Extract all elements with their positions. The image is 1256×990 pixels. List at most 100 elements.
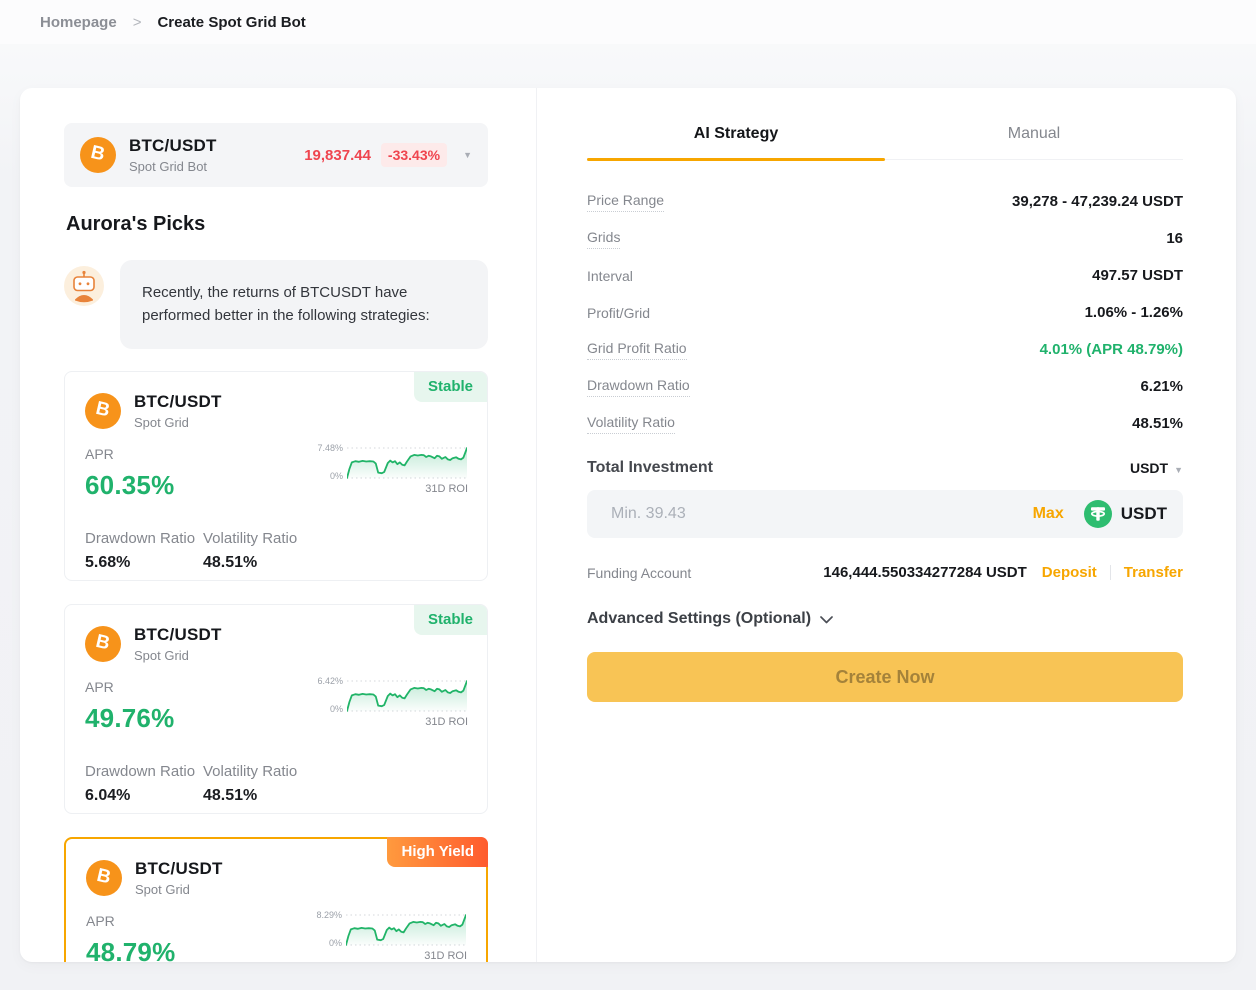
breadcrumb: Homepage > Create Spot Grid Bot [0, 0, 1256, 44]
card-pair: BTC/USDT [135, 858, 223, 878]
breadcrumb-home-link[interactable]: Homepage [40, 13, 117, 31]
pair-subtitle: Spot Grid Bot [129, 159, 208, 174]
tab-ai-strategy[interactable]: AI Strategy [587, 120, 885, 161]
drawdown-label: Drawdown Ratio [85, 762, 196, 780]
volatility-ratio-label[interactable]: Volatility Ratio [587, 414, 675, 434]
apr-value: 49.76% [85, 702, 175, 733]
strategy-tabs: AI Strategy Manual [587, 120, 1183, 161]
spark-max-label: 8.29% [316, 909, 342, 920]
strategy-card-stable-2[interactable]: Stable B BTC/USDT Spot Grid APR 49.76% 6… [64, 603, 488, 814]
strategy-card-stable-1[interactable]: Stable B BTC/USDT Spot Grid APR 60.35% 7… [64, 370, 488, 581]
spark-caption: 31D ROI [425, 715, 468, 728]
strategy-card-high-yield[interactable]: High Yield B BTC/USDT Spot Grid APR 48.7… [64, 836, 488, 963]
currency-value: USDT [1129, 460, 1169, 476]
price-change-badge: -33.43% [380, 143, 448, 167]
spark-caption: 31D ROI [424, 949, 467, 962]
transfer-link[interactable]: Transfer [1123, 564, 1183, 581]
tab-manual[interactable]: Manual [1007, 125, 1061, 142]
spark-zero-label: 0% [328, 937, 342, 948]
profit-grid-value: 1.06% - 1.26% [1084, 304, 1183, 321]
param-row-profit-grid: Profit/Grid 1.06% - 1.26% [587, 294, 1183, 331]
total-investment-label: Total Investment [587, 459, 713, 476]
param-row-drawdown-ratio: Drawdown Ratio 6.21% [587, 368, 1183, 405]
investment-input-box: Max USDT [587, 490, 1183, 538]
price-range-label[interactable]: Price Range [587, 192, 665, 212]
currency-dropdown[interactable]: USDT ▼ [1130, 460, 1183, 476]
apr-value: 48.79% [86, 936, 176, 963]
apr-value: 60.35% [85, 469, 175, 500]
price-range-value: 39,278 - 47,239.24 USDT [1012, 193, 1183, 210]
pair-names: BTC/USDT Spot Grid Bot [129, 136, 217, 174]
funding-account-label: Funding Account [587, 564, 692, 581]
spark-zero-label: 0% [329, 470, 343, 481]
roi-sparkline-chart: 7.48% 0% 31D ROI [309, 438, 469, 504]
status-badge: Stable [413, 604, 487, 635]
roi-sparkline-chart: 8.29% 0% 31D ROI [308, 905, 468, 963]
volatility-label: Volatility Ratio [203, 529, 298, 547]
caret-down-icon[interactable]: ▼ [463, 150, 472, 160]
investment-unit: USDT [1120, 504, 1167, 523]
tether-icon [1083, 500, 1112, 528]
grids-value: 16 [1166, 230, 1183, 247]
btc-icon: B [85, 625, 121, 662]
funding-balance: 146,444.550334277284 USDT [823, 564, 1027, 581]
card-product: Spot Grid [134, 647, 189, 663]
param-row-volatility-ratio: Volatility Ratio 48.51% [587, 405, 1183, 442]
spark-zero-label: 0% [329, 703, 343, 714]
max-button[interactable]: Max [1032, 505, 1064, 522]
left-column: B BTC/USDT Spot Grid Bot 19,837.44 -33.4… [20, 88, 537, 962]
interval-value: 497.57 USDT [1092, 267, 1183, 284]
divider [1109, 565, 1111, 580]
aurora-message: Recently, the returns of BTCUSDT have pe… [120, 260, 488, 349]
drawdown-label: Drawdown Ratio [85, 529, 196, 547]
create-bot-form: AI Strategy Manual Price Range 39,278 - … [537, 88, 1236, 962]
picks-heading: Aurora's Picks [66, 213, 206, 235]
breadcrumb-separator-icon: > [132, 13, 142, 31]
btc-icon: B [86, 859, 122, 896]
roi-sparkline-chart: 6.42% 0% 31D ROI [309, 671, 469, 737]
apr-label: APR [85, 678, 114, 695]
deposit-link[interactable]: Deposit [1041, 564, 1097, 581]
interval-label: Interval [587, 267, 633, 284]
robot-icon [64, 266, 104, 306]
drawdown-ratio-value: 6.21% [1140, 378, 1183, 395]
grid-profit-ratio-value: 4.01% (APR 48.79%) [1039, 341, 1183, 358]
card-pair: BTC/USDT [134, 391, 222, 411]
profit-grid-label: Profit/Grid [587, 304, 651, 321]
main-panel: B BTC/USDT Spot Grid Bot 19,837.44 -33.4… [20, 88, 1236, 962]
drawdown-ratio-label[interactable]: Drawdown Ratio [587, 377, 690, 397]
apr-label: APR [85, 445, 114, 462]
total-investment-row: Total Investment USDT ▼ [587, 459, 1183, 477]
pair-selector[interactable]: B BTC/USDT Spot Grid Bot 19,837.44 -33.4… [64, 123, 488, 187]
btc-icon: B [85, 392, 121, 429]
status-badge: Stable [413, 371, 487, 402]
drawdown-value: 6.04% [85, 786, 131, 804]
btc-icon: B [80, 137, 116, 173]
drawdown-value: 5.68% [85, 553, 131, 571]
param-row-price-range: Price Range 39,278 - 47,239.24 USDT [587, 183, 1183, 220]
card-pair: BTC/USDT [134, 624, 222, 644]
apr-label: APR [86, 912, 115, 929]
caret-down-icon: ▼ [1174, 465, 1183, 475]
grids-label[interactable]: Grids [587, 229, 621, 249]
volatility-value: 48.51% [203, 553, 258, 571]
pair-price: 19,837.44 [304, 146, 371, 164]
volatility-ratio-value: 48.51% [1132, 415, 1183, 432]
status-badge: High Yield [387, 836, 488, 867]
spark-caption: 31D ROI [425, 482, 468, 495]
param-row-grid-profit-ratio: Grid Profit Ratio 4.01% (APR 48.79%) [587, 331, 1183, 368]
spark-max-label: 7.48% [317, 442, 343, 453]
pair-title: BTC/USDT [129, 136, 217, 155]
volatility-label: Volatility Ratio [203, 762, 298, 780]
advanced-settings-toggle[interactable]: Advanced Settings (Optional) [587, 610, 1183, 628]
aurora-advice: Recently, the returns of BTCUSDT have pe… [64, 260, 507, 349]
investment-input[interactable] [611, 505, 1033, 523]
card-product: Spot Grid [135, 881, 190, 897]
volatility-value: 48.51% [203, 786, 258, 804]
advanced-settings-label: Advanced Settings (Optional) [587, 610, 812, 627]
card-product: Spot Grid [134, 414, 189, 430]
param-row-grids: Grids 16 [587, 220, 1183, 257]
grid-profit-ratio-label[interactable]: Grid Profit Ratio [587, 340, 687, 360]
page-title: Create Spot Grid Bot [157, 13, 306, 31]
create-now-button[interactable]: Create Now [587, 652, 1183, 702]
